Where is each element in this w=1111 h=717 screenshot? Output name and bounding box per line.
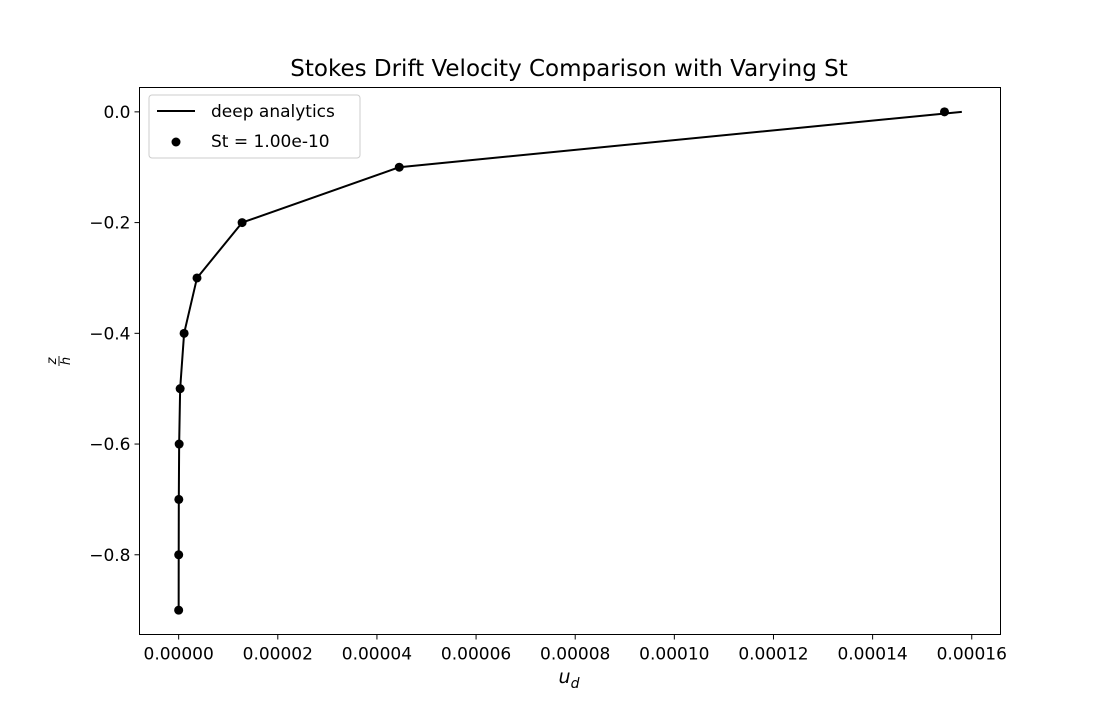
x-tick-label: 0.00008 bbox=[540, 645, 610, 665]
x-tick-label: 0.00000 bbox=[144, 645, 214, 665]
scatter-point bbox=[174, 439, 184, 449]
legend-label-line: deep analytics bbox=[211, 102, 335, 122]
scatter-point bbox=[179, 328, 189, 338]
x-tick-label: 0.00006 bbox=[441, 645, 511, 665]
legend: deep analytics St = 1.00e-10 bbox=[148, 94, 361, 159]
x-tick-label: 0.00016 bbox=[937, 645, 1007, 665]
scatter-point bbox=[174, 494, 184, 504]
x-axis-ticks: 0.00000 0.00002 0.00004 0.00006 0.00008 0.000… bbox=[144, 634, 1007, 665]
y-axis-label-numerator: z bbox=[45, 356, 60, 365]
scatter-point bbox=[192, 273, 202, 283]
x-tick-label: 0.00010 bbox=[639, 645, 709, 665]
scatter-point bbox=[394, 162, 404, 172]
y-tick-label: −0.8 bbox=[89, 546, 130, 566]
series-line-deep-analytics bbox=[177, 110, 962, 611]
y-tick-label: −0.4 bbox=[89, 324, 130, 344]
y-axis-label-denominator: h bbox=[59, 357, 74, 365]
legend-marker-swatch bbox=[171, 137, 181, 147]
scatter-point bbox=[174, 550, 184, 560]
x-tick-label: 0.00014 bbox=[837, 645, 907, 665]
x-tick-label: 0.00002 bbox=[243, 645, 313, 665]
scatter-point bbox=[237, 218, 247, 228]
y-axis-ticks: 0.0 −0.2 −0.4 −0.6 −0.8 bbox=[89, 103, 140, 566]
legend-box bbox=[148, 94, 361, 159]
x-axis-label-main: u bbox=[559, 666, 571, 688]
x-axis-label: ud bbox=[559, 666, 580, 692]
chart-title: Stokes Drift Velocity Comparison with Va… bbox=[290, 56, 847, 82]
x-tick-label: 0.00012 bbox=[738, 645, 808, 665]
y-axis-label: z h bbox=[45, 356, 74, 366]
plot-layer bbox=[174, 107, 962, 615]
scatter-point bbox=[939, 107, 949, 117]
y-tick-label: −0.6 bbox=[89, 435, 130, 455]
x-tick-label: 0.00004 bbox=[342, 645, 412, 665]
x-axis-label-subscript: d bbox=[571, 676, 580, 692]
y-tick-label: −0.2 bbox=[89, 214, 130, 234]
scatter-point bbox=[175, 384, 185, 394]
scatter-point bbox=[174, 605, 184, 615]
y-tick-label: 0.0 bbox=[103, 103, 130, 123]
legend-label-scatter: St = 1.00e-10 bbox=[211, 132, 330, 152]
plot-frame bbox=[139, 87, 1001, 635]
